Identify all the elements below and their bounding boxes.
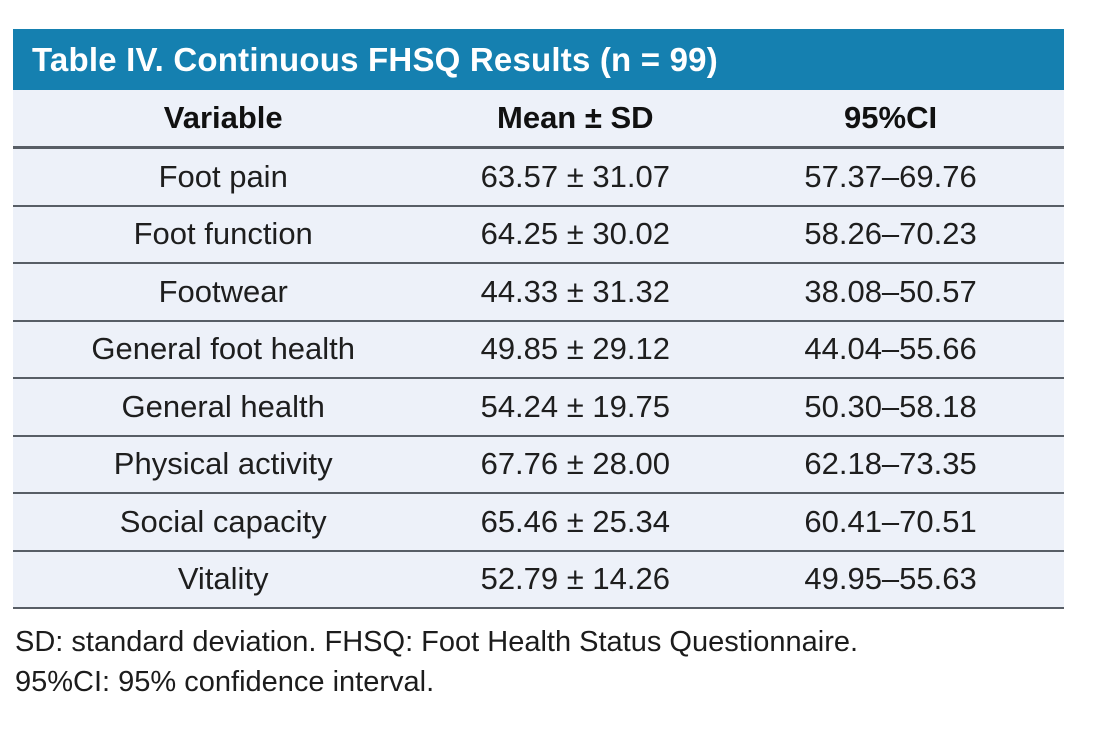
table-title-bar: Table IV. Continuous FHSQ Results (n = 9…	[13, 29, 1064, 90]
cell-variable: Social capacity	[119, 503, 327, 539]
table-row: Social capacity 65.46 ± 25.34 60.41–70.5…	[13, 494, 1064, 552]
cell-mean-sd: 65.46 ± 25.34	[480, 503, 670, 539]
cell-mean-sd: 54.24 ± 19.75	[480, 388, 670, 424]
cell-mean-sd: 67.76 ± 28.00	[480, 446, 670, 482]
cell-ci: 38.08–50.57	[804, 273, 977, 309]
table-row: Footwear 44.33 ± 31.32 38.08–50.57	[13, 264, 1064, 322]
fhsq-results-table: Table IV. Continuous FHSQ Results (n = 9…	[13, 29, 1064, 609]
table-footnotes: SD: standard deviation. FHSQ: Foot Healt…	[15, 622, 858, 702]
cell-ci: 44.04–55.66	[804, 331, 977, 367]
cell-variable: Foot pain	[158, 158, 288, 194]
cell-ci: 49.95–55.63	[804, 561, 977, 597]
cell-ci: 60.41–70.51	[804, 503, 977, 539]
cell-ci: 58.26–70.23	[804, 216, 977, 252]
table-row: General foot health 49.85 ± 29.12 44.04–…	[13, 321, 1064, 379]
cell-mean-sd: 44.33 ± 31.32	[480, 273, 670, 309]
table-row: Foot pain 63.57 ± 31.07 57.37–69.76	[13, 149, 1064, 207]
cell-ci: 50.30–58.18	[804, 388, 977, 424]
table-row: Vitality 52.79 ± 14.26 49.95–55.63	[13, 551, 1064, 609]
cell-mean-sd: 64.25 ± 30.02	[480, 216, 670, 252]
column-header-mean-sd: Mean ± SD	[497, 100, 654, 135]
cell-variable: Vitality	[177, 561, 269, 597]
cell-variable: Physical activity	[113, 446, 333, 482]
table-row: Physical activity 67.76 ± 28.00 62.18–73…	[13, 436, 1064, 494]
footnote-abbreviations: SD: standard deviation. FHSQ: Foot Healt…	[15, 626, 859, 658]
cell-mean-sd: 63.57 ± 31.07	[480, 158, 670, 194]
cell-ci: 62.18–73.35	[804, 446, 977, 482]
cell-mean-sd: 49.85 ± 29.12	[480, 331, 670, 367]
table-row: General health 54.24 ± 19.75 50.30–58.18	[13, 379, 1064, 437]
cell-variable: Foot function	[133, 216, 313, 252]
cell-ci: 57.37–69.76	[804, 158, 977, 194]
column-header-variable: Variable	[163, 100, 283, 135]
cell-variable: Footwear	[158, 273, 288, 309]
table-header-row: Variable Mean ± SD 95%CI	[13, 90, 1064, 149]
cell-variable: General health	[121, 388, 325, 424]
cell-variable: General foot health	[91, 331, 356, 367]
table-row: Foot function 64.25 ± 30.02 58.26–70.23	[13, 206, 1064, 264]
footnote-ci-definition: 95%CI: 95% confidence interval.	[15, 666, 435, 698]
table-title: Table IV. Continuous FHSQ Results (n = 9…	[32, 40, 718, 78]
column-header-ci: 95%CI	[844, 100, 938, 135]
cell-mean-sd: 52.79 ± 14.26	[480, 561, 670, 597]
